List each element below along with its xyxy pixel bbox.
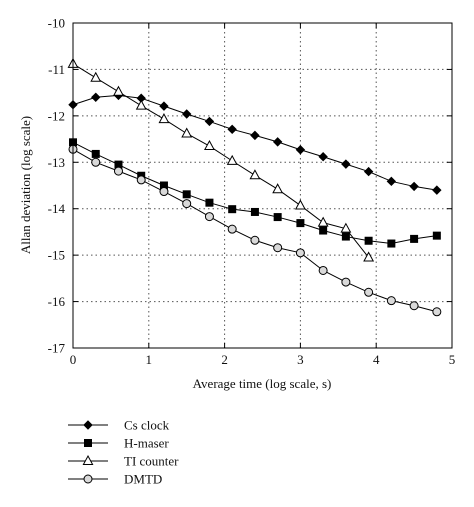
legend-item-h-maser: H-maser	[68, 436, 169, 451]
data-point-cs-clock	[159, 101, 169, 111]
x-axis-label: Average time (log scale, s)	[193, 376, 332, 391]
data-point-h-maser	[387, 239, 396, 248]
data-point-cs-clock	[250, 130, 260, 141]
legend-marker-h-maser	[84, 439, 92, 447]
data-point-h-maser	[273, 213, 282, 222]
data-point-h-maser	[410, 234, 419, 243]
data-point-dmtd	[136, 175, 146, 185]
data-point-h-maser	[341, 232, 350, 241]
x-tick-label: 1	[146, 352, 153, 367]
data-point-cs-clock	[341, 159, 351, 169]
legend: Cs clock H-maser TI counter DMTD	[68, 418, 179, 487]
data-point-dmtd	[409, 301, 419, 311]
data-point-h-maser	[296, 219, 305, 228]
data-point-h-maser	[91, 149, 100, 158]
data-point-dmtd	[91, 157, 101, 167]
data-point-dmtd	[159, 187, 169, 197]
data-point-dmtd	[295, 248, 305, 258]
data-point-h-maser	[228, 205, 237, 214]
legend-marker-dmtd	[83, 474, 93, 484]
series-line-h-maser	[72, 141, 437, 245]
legend-item-dmtd: DMTD	[68, 472, 162, 487]
data-point-ti-counter	[181, 127, 193, 138]
data-point-dmtd	[386, 296, 396, 306]
data-point-cs-clock	[227, 124, 237, 135]
y-tick-label: -11	[48, 62, 65, 77]
data-point-dmtd	[204, 212, 214, 222]
legend-label-dmtd: DMTD	[124, 472, 162, 487]
data-point-ti-counter	[317, 216, 329, 227]
data-point-cs-clock	[181, 109, 192, 119]
data-point-ti-counter	[226, 154, 238, 165]
data-point-cs-clock	[363, 166, 374, 177]
legend-item-cs-clock: Cs clock	[68, 418, 170, 433]
data-point-ti-counter	[294, 199, 306, 210]
legend-item-ti-counter: TI counter	[68, 454, 179, 469]
y-tick-label: -13	[48, 155, 65, 170]
series-ti-counter	[67, 57, 375, 262]
x-tick-label: 2	[221, 352, 228, 367]
legend-label-ti-counter: TI counter	[124, 454, 179, 469]
x-tick-label: 3	[297, 352, 304, 367]
series-layer	[67, 57, 442, 317]
data-point-ti-counter	[113, 85, 124, 96]
data-point-ti-counter	[158, 113, 170, 124]
data-point-ti-counter	[249, 169, 261, 180]
data-point-cs-clock	[295, 145, 306, 155]
data-point-h-maser	[432, 231, 441, 240]
y-tick-label: -10	[48, 16, 65, 31]
data-point-dmtd	[273, 243, 283, 253]
tick-layer: 0 1 2 3 4 5 -10 -11 -12 -13 -14 -15 -16 -17	[48, 16, 456, 368]
legend-marker-ti-counter	[82, 454, 94, 465]
data-point-cs-clock	[409, 181, 419, 192]
data-point-dmtd	[113, 166, 123, 176]
data-point-h-maser	[182, 190, 191, 199]
y-tick-label: -12	[48, 108, 65, 123]
data-point-ti-counter	[272, 183, 284, 194]
plot-frame	[72, 22, 453, 349]
data-point-dmtd	[341, 277, 351, 287]
legend-label-h-maser: H-maser	[124, 436, 169, 451]
y-tick-label: -15	[48, 248, 65, 263]
legend-marker-cs-clock	[83, 420, 93, 430]
data-point-cs-clock	[318, 152, 328, 162]
data-point-cs-clock	[432, 185, 442, 195]
data-point-h-maser	[250, 207, 259, 216]
data-point-ti-counter	[340, 222, 352, 233]
data-point-dmtd	[250, 235, 260, 245]
y-tick-label: -17	[48, 341, 66, 356]
x-tick-label: 5	[449, 352, 456, 367]
y-axis-label: Allan deviation (log scale)	[18, 116, 33, 254]
data-point-h-maser	[364, 236, 373, 245]
data-point-h-maser	[205, 198, 214, 207]
series-h-maser	[69, 138, 441, 248]
legend-label-cs-clock: Cs clock	[124, 418, 170, 433]
data-point-cs-clock	[386, 176, 397, 187]
y-tick-label: -14	[48, 201, 66, 216]
data-point-dmtd	[182, 199, 192, 209]
data-point-cs-clock	[91, 92, 101, 102]
data-point-dmtd	[432, 307, 442, 317]
data-point-dmtd	[318, 265, 328, 275]
data-point-ti-counter	[90, 71, 102, 82]
data-point-cs-clock	[272, 137, 283, 147]
data-point-dmtd	[364, 287, 374, 297]
data-point-ti-counter	[135, 99, 147, 110]
y-tick-label: -16	[48, 294, 66, 309]
data-point-cs-clock	[204, 116, 215, 127]
series-dmtd	[68, 144, 442, 317]
data-point-ti-counter	[204, 139, 215, 151]
data-point-dmtd	[227, 224, 237, 234]
data-point-ti-counter	[363, 251, 375, 262]
x-tick-label: 0	[70, 352, 77, 367]
x-tick-label: 4	[373, 352, 380, 367]
data-point-h-maser	[319, 226, 328, 235]
